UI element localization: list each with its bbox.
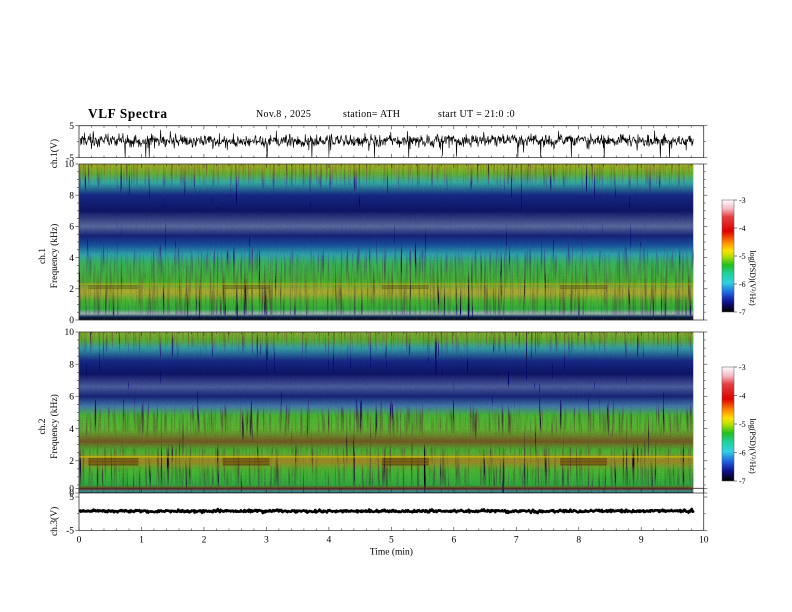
svg-text:-7: -7 bbox=[739, 477, 746, 486]
svg-text:-3: -3 bbox=[739, 196, 746, 205]
svg-text:8: 8 bbox=[576, 536, 581, 546]
svg-text:-5: -5 bbox=[739, 420, 746, 429]
svg-text:Frequency (kHz): Frequency (kHz) bbox=[49, 394, 60, 459]
svg-text:log(PSD)(V²/Hz): log(PSD)(V²/Hz) bbox=[748, 418, 757, 474]
svg-text:Frequency (kHz): Frequency (kHz) bbox=[49, 224, 60, 289]
svg-text:6: 6 bbox=[69, 223, 74, 233]
svg-text:3: 3 bbox=[264, 536, 269, 546]
svg-text:4: 4 bbox=[327, 536, 332, 546]
svg-text:5: 5 bbox=[69, 122, 74, 132]
svg-text:-3: -3 bbox=[739, 363, 746, 372]
svg-text:5: 5 bbox=[69, 493, 74, 503]
svg-text:start UT = 21:0 :0: start UT = 21:0 :0 bbox=[438, 109, 515, 120]
svg-text:VLF Spectra: VLF Spectra bbox=[88, 106, 168, 121]
svg-text:ch.1(V): ch.1(V) bbox=[49, 139, 60, 168]
svg-text:1: 1 bbox=[139, 536, 144, 546]
svg-text:0: 0 bbox=[77, 536, 82, 546]
svg-text:5: 5 bbox=[389, 536, 394, 546]
svg-text:6: 6 bbox=[69, 393, 74, 403]
svg-text:2: 2 bbox=[69, 457, 74, 467]
svg-text:Time (min): Time (min) bbox=[370, 547, 413, 558]
svg-text:0: 0 bbox=[69, 316, 74, 326]
svg-text:ch.3(V): ch.3(V) bbox=[49, 507, 60, 536]
svg-text:9: 9 bbox=[639, 536, 644, 546]
svg-text:2: 2 bbox=[202, 536, 207, 546]
svg-text:-5: -5 bbox=[66, 527, 74, 537]
svg-text:-4: -4 bbox=[739, 392, 746, 401]
svg-text:station= ATH: station= ATH bbox=[343, 109, 400, 120]
svg-text:-6: -6 bbox=[739, 280, 746, 289]
svg-text:6: 6 bbox=[451, 536, 456, 546]
svg-text:-5: -5 bbox=[739, 252, 746, 261]
svg-text:Nov.8 , 2025: Nov.8 , 2025 bbox=[256, 109, 311, 120]
svg-text:ch.1: ch.1 bbox=[38, 248, 48, 264]
svg-text:10: 10 bbox=[65, 160, 75, 170]
svg-text:4: 4 bbox=[69, 254, 74, 264]
svg-text:10: 10 bbox=[65, 328, 75, 338]
svg-text:-4: -4 bbox=[739, 224, 746, 233]
svg-text:-7: -7 bbox=[739, 308, 746, 317]
svg-text:log(PSD)(V²/Hz): log(PSD)(V²/Hz) bbox=[748, 250, 757, 306]
svg-text:4: 4 bbox=[69, 425, 74, 435]
svg-text:2: 2 bbox=[69, 285, 74, 295]
svg-text:ch.2: ch.2 bbox=[38, 418, 48, 434]
svg-text:7: 7 bbox=[514, 536, 519, 546]
svg-text:-6: -6 bbox=[739, 449, 746, 458]
svg-text:8: 8 bbox=[69, 360, 74, 370]
svg-text:8: 8 bbox=[69, 191, 74, 201]
svg-text:10: 10 bbox=[699, 536, 709, 546]
